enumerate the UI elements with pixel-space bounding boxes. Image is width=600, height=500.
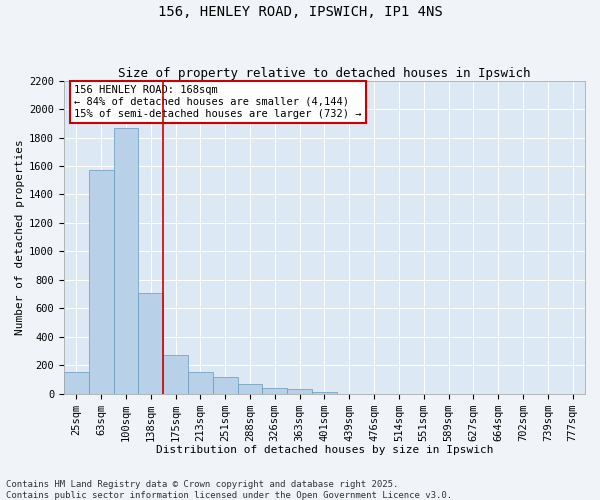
Bar xyxy=(163,355,188,394)
Bar xyxy=(213,378,238,394)
Bar xyxy=(188,372,213,394)
Y-axis label: Number of detached properties: Number of detached properties xyxy=(15,140,25,335)
Text: 156, HENLEY ROAD, IPSWICH, IP1 4NS: 156, HENLEY ROAD, IPSWICH, IP1 4NS xyxy=(158,5,442,19)
Bar xyxy=(139,292,163,394)
Text: Contains HM Land Registry data © Crown copyright and database right 2025.
Contai: Contains HM Land Registry data © Crown c… xyxy=(6,480,452,500)
Bar xyxy=(64,372,89,394)
X-axis label: Distribution of detached houses by size in Ipswich: Distribution of detached houses by size … xyxy=(155,445,493,455)
Bar xyxy=(238,384,262,394)
Bar xyxy=(287,390,312,394)
Bar xyxy=(312,392,337,394)
Bar xyxy=(113,128,139,394)
Title: Size of property relative to detached houses in Ipswich: Size of property relative to detached ho… xyxy=(118,66,530,80)
Bar xyxy=(262,388,287,394)
Text: 156 HENLEY ROAD: 168sqm
← 84% of detached houses are smaller (4,144)
15% of semi: 156 HENLEY ROAD: 168sqm ← 84% of detache… xyxy=(74,86,362,118)
Bar xyxy=(89,170,113,394)
